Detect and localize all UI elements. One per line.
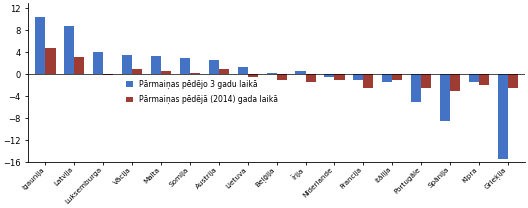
Bar [469, 74, 479, 82]
Bar [440, 74, 450, 121]
Bar [450, 74, 460, 91]
Bar [421, 74, 431, 88]
Bar [277, 74, 287, 80]
Bar [306, 74, 316, 82]
Bar [64, 26, 74, 74]
Bar [296, 71, 306, 74]
Bar [151, 56, 161, 74]
Bar [498, 74, 508, 159]
Bar [353, 74, 363, 80]
Legend: Pārmaiņas pēdējo 3 gadu laikā, Pārmaiņas pēdējā (2014) gada laikā: Pārmaiņas pēdējo 3 gadu laikā, Pārmaiņas… [125, 78, 279, 106]
Bar [35, 16, 45, 74]
Bar [392, 74, 402, 80]
Bar [324, 74, 334, 77]
Bar [508, 74, 518, 88]
Bar [334, 74, 345, 80]
Bar [267, 73, 277, 74]
Bar [248, 74, 258, 77]
Bar [238, 67, 248, 74]
Bar [132, 69, 142, 74]
Bar [122, 55, 132, 74]
Bar [103, 74, 114, 75]
Bar [219, 69, 229, 74]
Bar [45, 48, 55, 74]
Bar [93, 52, 103, 74]
Bar [180, 58, 190, 74]
Bar [209, 61, 219, 74]
Bar [363, 74, 373, 88]
Bar [190, 73, 200, 74]
Bar [161, 71, 171, 74]
Bar [411, 74, 421, 102]
Bar [74, 57, 84, 74]
Bar [479, 74, 489, 85]
Bar [382, 74, 392, 82]
